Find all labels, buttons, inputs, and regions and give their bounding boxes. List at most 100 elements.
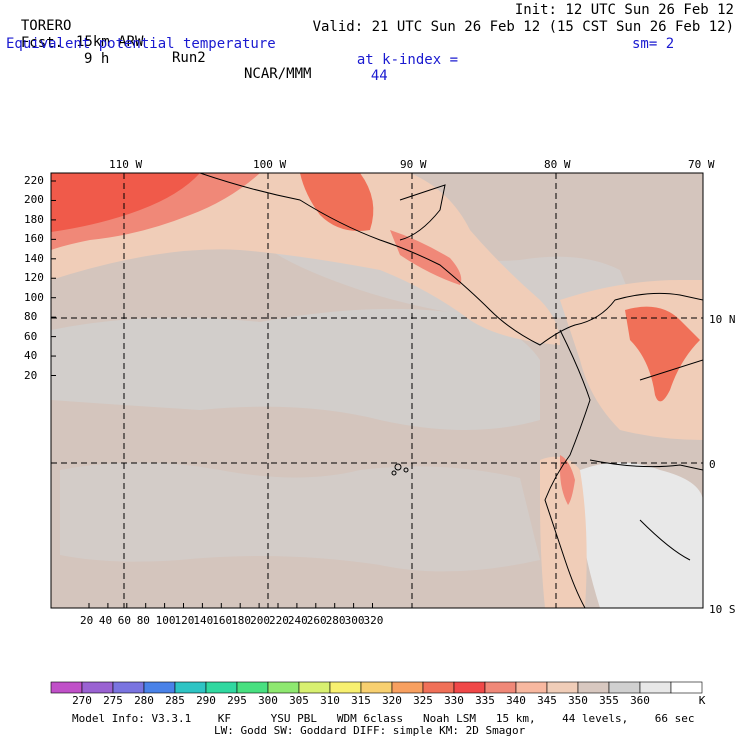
colorbar-swatch xyxy=(360,681,393,694)
y-tick-label: 100 xyxy=(24,290,44,304)
x-tick-label: 200 xyxy=(250,614,270,627)
graticule xyxy=(51,173,703,608)
colorbar-label: 280 xyxy=(134,694,154,707)
hot-region-mexico xyxy=(300,173,374,231)
init-time: Init: 12 UTC Sun 26 Feb 12 xyxy=(514,2,734,18)
lat-label-10s: 10 S xyxy=(709,603,736,616)
colorbar-label: 295 xyxy=(227,694,247,707)
colorbar-label: 290 xyxy=(196,694,216,707)
x-tick-label: 120 xyxy=(174,614,195,627)
gray-region-1 xyxy=(51,308,540,430)
colorbar-swatch xyxy=(546,681,579,694)
colorbar-label: 300 xyxy=(258,694,278,707)
galapagos-island-3 xyxy=(391,470,397,476)
border-peru-brazil xyxy=(639,519,691,561)
fcst-value: 9 h xyxy=(84,51,110,67)
y-tick-label: 80 xyxy=(24,310,38,324)
colorbar-label: 335 xyxy=(475,694,495,707)
colorbar-swatch xyxy=(112,681,145,694)
gray-region-2 xyxy=(60,462,540,572)
x-tick-label: 160 xyxy=(212,614,233,627)
colorbar-label: 350 xyxy=(568,694,588,707)
colorbar-swatch xyxy=(608,681,641,694)
y-tick-label: 40 xyxy=(24,349,38,363)
level-value: 44 xyxy=(370,68,388,84)
field-name: Equivalent potential temperature xyxy=(6,36,276,52)
org-label: NCAR/MMM xyxy=(244,66,312,82)
coastline-yucatan xyxy=(399,184,446,241)
light-region-south xyxy=(580,462,703,608)
colorbar-swatch xyxy=(329,681,362,694)
map-frame xyxy=(50,172,704,609)
x-tick-label: 180 xyxy=(231,614,252,627)
colorbar-label: 360 xyxy=(630,694,650,707)
colorbar-swatch xyxy=(143,681,176,694)
y-tick-label: 180 xyxy=(24,212,44,226)
model-name: TORERO xyxy=(20,18,72,34)
fcst-label: Fcst. xyxy=(20,35,64,51)
colorbar-label: 315 xyxy=(351,694,371,707)
colorbar-label: 310 xyxy=(320,694,340,707)
hot-region-ecuador xyxy=(560,455,575,505)
colorbar-label: 275 xyxy=(103,694,123,707)
lon-label-100w: 100 W xyxy=(253,158,287,171)
x-tick-label: 80 xyxy=(136,614,150,627)
field-shading xyxy=(51,173,703,608)
colorbar-swatch xyxy=(81,681,114,694)
lon-label-80w: 80 W xyxy=(544,158,571,171)
y-tick-label: 160 xyxy=(24,232,44,246)
x-tick-label: 240 xyxy=(287,614,308,627)
y-tick-label: 200 xyxy=(24,193,44,207)
coastline-central-america xyxy=(199,173,703,346)
resolution-label: 15km ARW xyxy=(76,34,144,50)
lon-label-110w: 110 W xyxy=(109,158,143,171)
x-tick-label: 20 xyxy=(80,614,94,627)
border-colombia xyxy=(639,359,703,381)
colorbar-swatch xyxy=(205,681,238,694)
colorbar-swatch xyxy=(577,681,610,694)
colorbar-swatch xyxy=(298,681,331,694)
lon-label-90w: 90 W xyxy=(400,158,427,171)
header-model: TORERO 15km ARW Run2 NCAR/MMM xyxy=(4,2,312,82)
hot-region-colombia xyxy=(625,306,700,402)
colorbar-unit: K xyxy=(698,694,706,707)
x-tick-label: 280 xyxy=(325,614,346,627)
galapagos-island-1 xyxy=(394,463,402,471)
x-tick-label: 140 xyxy=(193,614,214,627)
model-info-line: Model Info: V3.3.1 KF YSU PBL WDM 6class… xyxy=(72,712,695,725)
colorbar-swatch xyxy=(639,681,672,694)
valid-time: Valid: 21 UTC Sun 26 Feb 12 (15 CST Sun … xyxy=(312,19,734,35)
colorbar-label: 325 xyxy=(413,694,433,707)
border-peru-ecuador xyxy=(589,459,703,471)
smoothing-label: sm= 2 xyxy=(632,36,675,52)
x-tick-label: 100 xyxy=(155,614,176,627)
x-tick-label: 300 xyxy=(344,614,365,627)
colorbar-label: 305 xyxy=(289,694,309,707)
lat-label-eq: 0 xyxy=(709,458,716,471)
physics-info-line: LW: Godd SW: Goddard DIFF: simple KM: 2D… xyxy=(214,724,526,737)
colorbar-swatch xyxy=(453,681,486,694)
hot-region-guatemala xyxy=(390,230,462,285)
lon-label-70w: 70 W xyxy=(688,158,715,171)
colorbar-label: 330 xyxy=(444,694,464,707)
colorbar-label: 320 xyxy=(382,694,402,707)
y-tick-label: 60 xyxy=(24,329,38,343)
colorbar-swatch xyxy=(50,681,83,694)
colorbar-label: 340 xyxy=(506,694,526,707)
x-tick-label: 60 xyxy=(117,614,132,627)
colorbar xyxy=(50,681,703,694)
hottest-region-pacific xyxy=(51,173,200,232)
colorbar-swatch xyxy=(515,681,548,694)
galapagos-island-2 xyxy=(403,467,409,473)
run-label: Run2 xyxy=(172,50,206,66)
warm-band-peru xyxy=(540,456,587,608)
forecast-hour: Fcst. 9 h xyxy=(4,19,109,67)
colorbar-swatch xyxy=(267,681,300,694)
colorbar-swatch xyxy=(484,681,517,694)
x-tick-label: 40 xyxy=(98,614,113,627)
colorbar-label: 270 xyxy=(72,694,92,707)
colorbar-swatch xyxy=(174,681,207,694)
x-tick-label: 220 xyxy=(269,614,289,627)
x-tick-label: 260 xyxy=(306,614,327,627)
